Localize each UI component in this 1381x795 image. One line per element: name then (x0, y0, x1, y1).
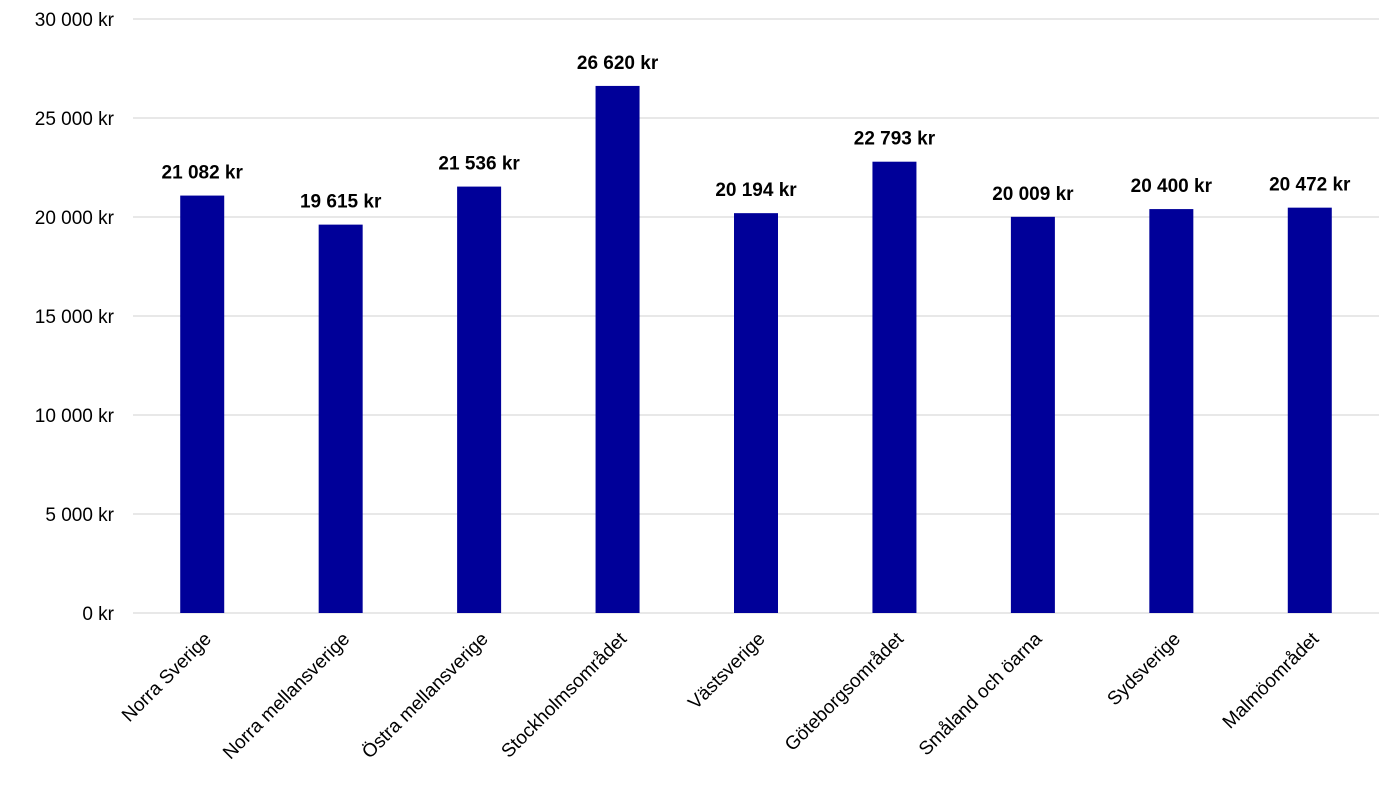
data-label: 20 194 kr (715, 180, 797, 201)
y-tick-label: 25 000 kr (35, 109, 115, 130)
bar (1287, 207, 1332, 613)
category-label: Västsverige (684, 629, 769, 714)
y-tick-label: 15 000 kr (35, 307, 115, 328)
bar (1149, 209, 1194, 613)
bar (734, 213, 778, 613)
data-labels: 21 082 kr 19 615 kr 21 536 kr 26 620 kr 20 1… (162, 53, 1352, 213)
data-label: 21 082 kr (162, 163, 244, 184)
category-label: Småland och öarna (915, 628, 1047, 760)
y-tick-label: 20 000 kr (35, 208, 115, 229)
bars (180, 85, 1332, 614)
category-label: Östra mellansverige (358, 629, 492, 763)
category-label: Sydsverige (1104, 629, 1185, 710)
y-tick-label: 10 000 kr (35, 406, 115, 427)
category-label: Norra mellansverige (219, 629, 354, 764)
category-label: Stockholmsområdet (498, 628, 632, 762)
bar (595, 85, 640, 613)
data-label: 20 400 kr (1131, 176, 1213, 197)
data-label: 22 793 kr (854, 129, 936, 150)
y-tick-label: 30 000 kr (35, 10, 115, 31)
y-tick-label: 0 kr (82, 604, 114, 625)
data-label: 26 620 kr (577, 53, 659, 74)
bar (872, 161, 917, 613)
bar (318, 224, 363, 614)
y-axis-ticks: 0 kr 5 000 kr 10 000 kr 15 000 kr 20 000 kr 2… (35, 10, 115, 625)
y-tick-label: 5 000 kr (45, 505, 114, 526)
x-axis-categories: Norra Sverige Norra mellansverige Östra me… (118, 628, 1324, 764)
category-label: Malmöområdet (1219, 628, 1324, 733)
data-label: 20 009 kr (992, 184, 1074, 205)
bar (457, 186, 502, 613)
data-label: 20 472 kr (1269, 175, 1351, 196)
category-label: Göteborgsområdet (781, 628, 908, 755)
data-label: 21 536 kr (438, 154, 520, 175)
data-label: 19 615 kr (300, 192, 382, 213)
category-label: Norra Sverige (118, 629, 216, 727)
bar (180, 195, 225, 613)
bar (1010, 216, 1055, 614)
